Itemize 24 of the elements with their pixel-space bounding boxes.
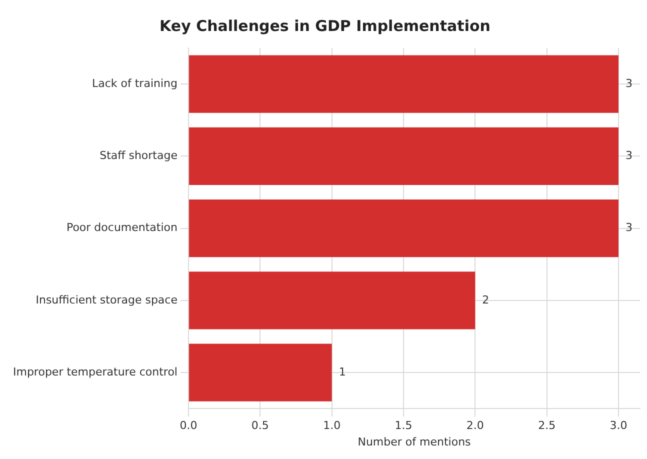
y-tick-label: Lack of training [92,76,178,90]
data-label: 3 [626,149,632,162]
y-tick-label: Insufficient storage space [36,293,178,306]
data-label: 3 [626,76,632,90]
x-tick-label: 2.5 [538,419,556,432]
bar [188,55,618,113]
x-tick-label: 1.0 [323,419,341,432]
bar [188,272,476,330]
x-tick-label: 1.5 [394,419,412,432]
x-tick-label: 0.5 [251,419,269,432]
bar [188,127,618,186]
x-tick-label: 3.0 [610,419,628,432]
y-tick-label: Improper temperature control [12,365,178,378]
x-axis-title: Number of mentions [358,435,472,448]
data-label: 1 [338,365,346,378]
y-tick-label: Staff shortage [100,149,178,162]
y-tick-label: Poor documentation [66,221,178,234]
bar [188,199,618,258]
x-tick-label: 2.0 [466,419,484,432]
x-tick-label: 0.0 [180,419,198,432]
data-label: 2 [482,293,490,306]
data-label: 3 [626,221,632,234]
chart-title: Key Challenges in GDP Implementation [160,16,490,35]
bar [188,344,332,402]
